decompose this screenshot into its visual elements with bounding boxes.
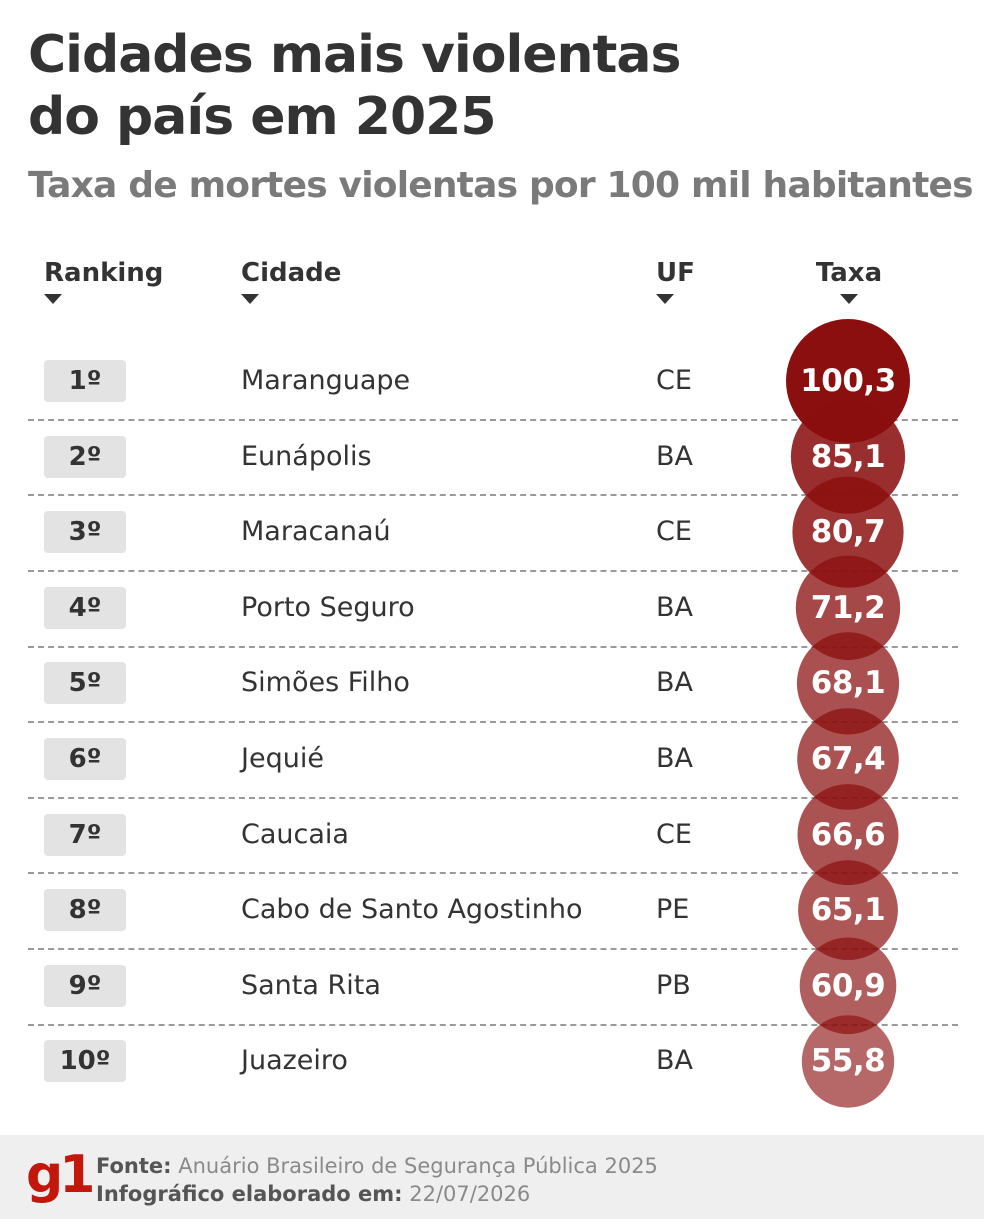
taxa-value-label: 71,2 (810, 589, 886, 626)
g1-logo: g1 (26, 1145, 95, 1205)
taxa-value-label: 100,3 (800, 363, 896, 399)
rank-badge: 7º (44, 813, 126, 856)
column-header-ranking: Ranking (44, 256, 163, 304)
chart-subtitle: Taxa de mortes violentas por 100 mil hab… (28, 165, 974, 206)
title-line-1: Cidades mais violentas (28, 25, 681, 85)
source-text: Anuário Brasileiro de Segurança Pública … (178, 1154, 658, 1178)
column-header-cidade-label: Cidade (241, 258, 342, 288)
column-header-uf: UF (656, 256, 695, 304)
table-row: 7º Caucaia CE (0, 797, 984, 873)
date-text: 22/07/2026 (409, 1182, 531, 1206)
row-divider (28, 494, 958, 497)
state-code: BA (656, 743, 693, 774)
table-row: 2º Eunápolis BA (0, 419, 984, 495)
column-header-taxa-label: Taxa (815, 258, 883, 288)
rank-badge: 2º (44, 435, 126, 478)
rank-badge: 10º (44, 1040, 126, 1083)
ranking-table: 1º Maranguape CE 2º Eunápolis BA 3º Maracanaú CE… (0, 343, 984, 1099)
row-divider (28, 948, 958, 950)
footer: g1 Fonte: Anuário Brasileiro de Seguranç… (0, 1135, 984, 1219)
city-name: Simões Filho (241, 667, 410, 699)
city-name: Santa Rita (241, 969, 381, 1001)
row-divider (28, 796, 958, 799)
taxa-value-label: 67,4 (810, 741, 886, 777)
chevron-down-icon (241, 294, 259, 304)
city-name: Maracanaú (241, 516, 391, 548)
taxa-value-label: 55,8 (810, 1043, 886, 1080)
row-divider (28, 418, 958, 421)
row-divider (28, 645, 958, 648)
city-name: Maranguape (241, 365, 411, 396)
rank-badge: 8º (44, 889, 126, 932)
rank-badge: 5º (44, 662, 126, 705)
table-row: 5º Simões Filho BA (0, 645, 984, 721)
taxa-value-label: 66,6 (810, 816, 886, 853)
state-code: PB (656, 969, 691, 1001)
column-header-ranking-label: Ranking (44, 258, 164, 288)
table-row: 3º Maracanaú CE (0, 494, 984, 570)
column-header-cidade: Cidade (241, 256, 341, 304)
title-line-2: do país em 2025 (28, 87, 497, 147)
taxa-value-label: 60,9 (810, 967, 886, 1004)
taxa-value-label: 80,7 (810, 514, 886, 551)
state-code: BA (656, 591, 693, 623)
state-code: BA (656, 667, 693, 699)
rank-badge: 4º (44, 586, 126, 629)
table-row: 4º Porto Seguro BA (0, 570, 984, 646)
column-header-uf-label: UF (656, 258, 695, 288)
rank-badge: 9º (44, 964, 126, 1007)
state-code: BA (656, 1045, 693, 1077)
column-header-taxa: Taxa (789, 256, 909, 304)
date-line: Infográfico elaborado em: 22/07/2026 (96, 1181, 530, 1207)
table-row: 8º Cabo de Santo Agostinho PE (0, 872, 984, 948)
date-label: Infográfico elaborado em: (96, 1182, 403, 1206)
city-name: Cabo de Santo Agostinho (241, 894, 583, 926)
state-code: CE (656, 365, 692, 396)
city-name: Juazeiro (241, 1045, 348, 1077)
rank-badge: 1º (44, 360, 126, 402)
row-divider (28, 1023, 958, 1026)
state-code: CE (656, 516, 692, 548)
state-code: PE (656, 894, 690, 926)
taxa-value-label: 68,1 (810, 665, 886, 702)
table-row: 6º Jequié BA (0, 721, 984, 797)
state-code: BA (656, 440, 693, 472)
source-label: Fonte: (96, 1154, 172, 1178)
rank-badge: 3º (44, 511, 126, 554)
table-row: 9º Santa Rita PB (0, 948, 984, 1024)
table-row: 1º Maranguape CE (0, 343, 984, 419)
chevron-down-icon (44, 294, 62, 304)
row-divider (28, 721, 958, 724)
source-line: Fonte: Anuário Brasileiro de Segurança P… (96, 1153, 658, 1179)
chevron-down-icon (656, 294, 674, 304)
taxa-value-label: 65,1 (810, 892, 886, 929)
row-divider (28, 570, 958, 572)
chart-title: Cidades mais violentas do país em 2025 (28, 24, 681, 148)
city-name: Porto Seguro (241, 591, 415, 623)
city-name: Eunápolis (241, 440, 372, 472)
taxa-value-label: 85,1 (810, 438, 886, 475)
rank-badge: 6º (44, 738, 126, 780)
chevron-down-icon (840, 294, 858, 304)
row-divider (28, 872, 958, 875)
city-name: Caucaia (241, 818, 349, 850)
table-row: 10º Juazeiro BA (0, 1023, 984, 1099)
state-code: CE (656, 818, 692, 850)
city-name: Jequié (241, 743, 324, 774)
